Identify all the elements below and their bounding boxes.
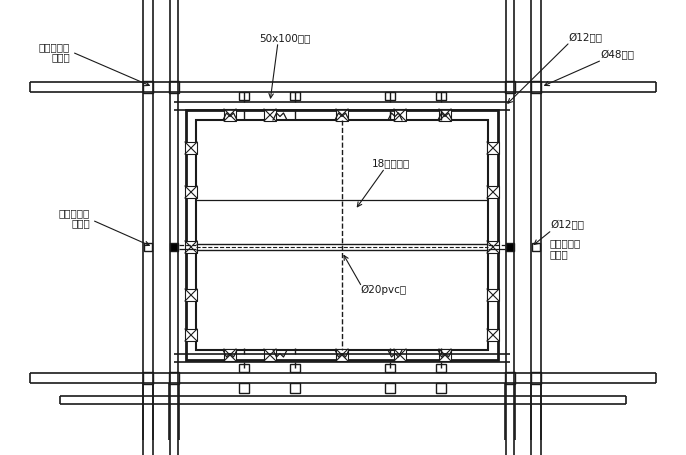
Text: 式卡具: 式卡具: [71, 218, 90, 228]
Text: 螺母、工具: 螺母、工具: [59, 208, 90, 218]
Text: 50x100木方: 50x100木方: [259, 33, 311, 43]
Bar: [436, 92, 446, 100]
Bar: [385, 364, 395, 372]
Bar: [185, 241, 197, 253]
Text: 式卡具: 式卡具: [550, 249, 569, 259]
Bar: [532, 243, 540, 251]
Bar: [336, 349, 348, 361]
Bar: [185, 329, 197, 341]
Bar: [170, 243, 178, 251]
Bar: [144, 243, 152, 251]
Bar: [290, 364, 300, 372]
Bar: [487, 186, 499, 198]
Bar: [264, 349, 276, 361]
Bar: [487, 289, 499, 301]
Bar: [239, 92, 249, 100]
Bar: [487, 142, 499, 154]
Bar: [385, 92, 395, 100]
Bar: [487, 241, 499, 253]
Bar: [439, 109, 451, 121]
Text: Ø12拉杆: Ø12拉杆: [550, 220, 584, 230]
Bar: [143, 372, 153, 384]
Text: Ø48钢管: Ø48钢管: [600, 50, 634, 60]
Bar: [394, 349, 406, 361]
Bar: [169, 81, 179, 93]
Bar: [185, 142, 197, 154]
Bar: [336, 109, 348, 121]
Bar: [264, 109, 276, 121]
Bar: [239, 364, 249, 372]
Bar: [506, 243, 514, 251]
Text: Ø20pvc管: Ø20pvc管: [360, 285, 406, 295]
Bar: [531, 81, 541, 93]
Bar: [143, 81, 153, 93]
Bar: [505, 372, 515, 384]
Text: 18厚胶合板: 18厚胶合板: [372, 158, 410, 168]
Bar: [385, 383, 395, 393]
Bar: [290, 383, 300, 393]
Text: Ø12拉杆: Ø12拉杆: [568, 33, 602, 43]
Bar: [487, 329, 499, 341]
Bar: [224, 109, 236, 121]
Bar: [290, 92, 300, 100]
Bar: [505, 81, 515, 93]
Text: 螺母、工具: 螺母、工具: [550, 238, 581, 248]
Bar: [185, 186, 197, 198]
Bar: [531, 372, 541, 384]
Bar: [436, 383, 446, 393]
Bar: [436, 364, 446, 372]
Bar: [185, 289, 197, 301]
Bar: [196, 120, 488, 350]
Text: 螺母、工具: 螺母、工具: [38, 42, 70, 52]
Bar: [186, 110, 498, 360]
Bar: [239, 383, 249, 393]
Bar: [169, 372, 179, 384]
Bar: [224, 349, 236, 361]
Bar: [394, 109, 406, 121]
Text: 式卡具: 式卡具: [51, 52, 70, 62]
Bar: [439, 349, 451, 361]
